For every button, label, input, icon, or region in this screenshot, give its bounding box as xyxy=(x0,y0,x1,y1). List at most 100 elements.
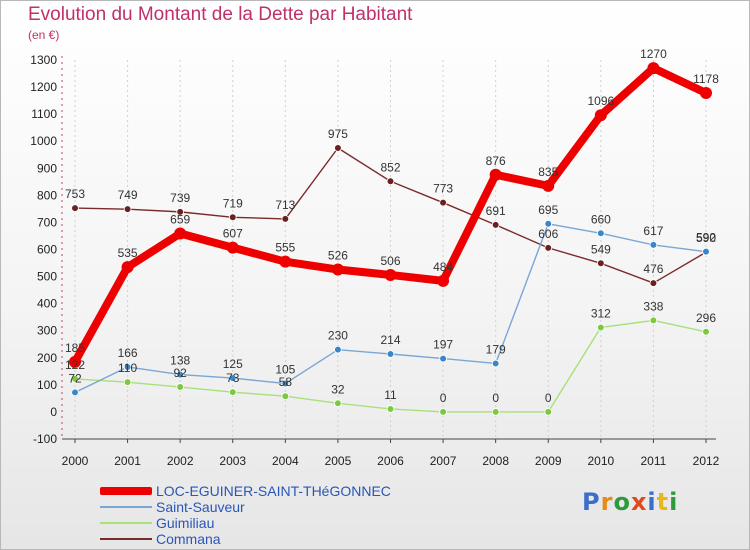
data-label: 0 xyxy=(492,391,499,405)
data-point xyxy=(123,363,132,371)
data-point xyxy=(439,408,447,416)
series-layer xyxy=(69,62,712,416)
data-label: 719 xyxy=(223,196,243,210)
data-point xyxy=(228,388,237,396)
data-point xyxy=(437,274,450,287)
data-point xyxy=(649,241,658,249)
data-label: 11 xyxy=(384,388,397,402)
data-label: 230 xyxy=(328,329,348,343)
x-tick-label: 2008 xyxy=(482,454,509,468)
data-label: 555 xyxy=(275,241,295,255)
legend-label-guimiliau: Guimiliau xyxy=(156,515,215,531)
x-tick-label: 2010 xyxy=(587,454,614,468)
data-point xyxy=(386,177,395,186)
data-point xyxy=(439,354,447,363)
data-label: 975 xyxy=(328,127,348,141)
y-tick-label: 500 xyxy=(37,270,57,284)
legend-label-loc: LOC-EGUINER-SAINT-THéGONNEC xyxy=(156,483,391,499)
data-label: 590 xyxy=(696,231,716,245)
data-point xyxy=(384,268,397,281)
data-label: 185 xyxy=(65,341,85,355)
data-point xyxy=(386,350,395,358)
data-label: 660 xyxy=(591,212,611,226)
data-point xyxy=(597,323,605,332)
data-label: 695 xyxy=(538,203,558,217)
data-point xyxy=(69,355,81,368)
x-tick-label: 2007 xyxy=(430,454,457,468)
data-label: 506 xyxy=(380,254,400,268)
data-point xyxy=(597,259,605,268)
data-point xyxy=(281,379,290,388)
logo-letter: r xyxy=(600,488,614,516)
data-point xyxy=(489,168,502,181)
data-point xyxy=(702,327,710,336)
data-point xyxy=(228,374,237,382)
data-label: 691 xyxy=(486,204,506,218)
data-point xyxy=(281,215,290,223)
x-tick-label: 2012 xyxy=(693,454,720,468)
legend-swatch-saint-sauveur xyxy=(100,506,152,508)
data-point xyxy=(544,219,553,228)
labels-layer: 753 749 739 719 713 975 852 773 691 606 549 476 590 1… xyxy=(65,47,719,405)
data-label: 110 xyxy=(118,361,137,375)
data-label: 0 xyxy=(440,391,447,405)
data-point xyxy=(649,316,658,325)
data-label: 72 xyxy=(68,371,82,385)
data-label: 0 xyxy=(545,391,552,405)
y-tick-label: 1100 xyxy=(31,107,57,121)
data-label: 592 xyxy=(696,231,716,245)
y-tick-label: 600 xyxy=(37,243,57,257)
y-tick-label: 400 xyxy=(37,297,57,311)
data-point xyxy=(123,378,132,386)
data-label: 92 xyxy=(173,366,187,380)
data-label: 1178 xyxy=(693,72,719,86)
data-point xyxy=(279,255,292,268)
data-point xyxy=(176,208,184,216)
data-point xyxy=(386,405,395,413)
x-tick-label: 2006 xyxy=(377,454,404,468)
data-label: 749 xyxy=(118,188,138,202)
data-point xyxy=(702,247,710,256)
legend-swatch-guimiliau xyxy=(100,522,152,524)
x-tick-label: 2000 xyxy=(62,454,89,468)
data-label: 1270 xyxy=(640,47,667,61)
data-point xyxy=(123,205,132,213)
data-point xyxy=(439,198,447,207)
data-label: 138 xyxy=(170,354,190,368)
logo-letter: P xyxy=(582,488,601,516)
data-label: 197 xyxy=(433,338,453,352)
grid-layer xyxy=(74,60,707,439)
data-point xyxy=(334,345,342,354)
data-point xyxy=(226,241,239,254)
data-label: 535 xyxy=(118,246,138,260)
data-label: 338 xyxy=(643,299,663,313)
logo-letter: i xyxy=(669,488,679,516)
logo-letter: t xyxy=(656,488,670,516)
data-label: 549 xyxy=(591,242,611,256)
data-point xyxy=(71,204,79,212)
data-point xyxy=(121,261,134,274)
x-tick-label: 2002 xyxy=(167,454,194,468)
data-label: 484 xyxy=(433,260,453,274)
legend-label-commana: Commana xyxy=(156,531,221,547)
data-point xyxy=(542,179,555,192)
unit-label: (en €) xyxy=(28,28,60,42)
data-point xyxy=(176,383,184,391)
legend-label-saint-sauveur: Saint-Sauveur xyxy=(156,499,245,515)
data-label: 1096 xyxy=(587,94,614,108)
data-point xyxy=(334,399,342,408)
data-label: 876 xyxy=(486,154,506,168)
data-point xyxy=(331,263,344,276)
data-label: 58 xyxy=(279,375,293,389)
data-label: 73 xyxy=(226,371,240,385)
data-label: 476 xyxy=(643,262,663,276)
logo-letter: x xyxy=(630,488,648,516)
chart-title: Evolution du Montant de la Dette par Hab… xyxy=(28,4,413,25)
legend-swatch-loc xyxy=(100,487,152,495)
data-point xyxy=(174,227,187,240)
data-label: 214 xyxy=(380,333,400,347)
data-label: 773 xyxy=(433,182,453,196)
y-tick-label: 1300 xyxy=(30,53,57,67)
data-label: 713 xyxy=(275,198,295,212)
